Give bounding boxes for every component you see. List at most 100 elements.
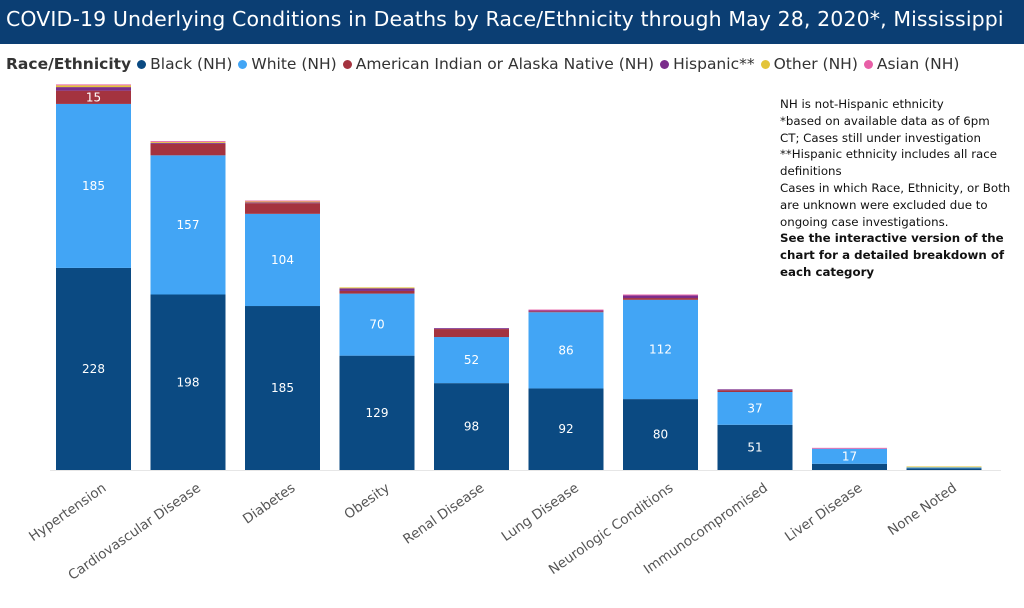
data-label: 98 [464,420,479,434]
legend-marker-other [760,59,770,69]
data-label: 157 [177,218,200,232]
x-tick-label: Liver Disease [782,480,865,545]
bar-segment[interactable] [623,295,698,299]
note-hispanic-definition: **Hispanic ethnicity includes all race d… [780,147,998,179]
data-label: 86 [558,343,573,357]
bar-segment[interactable] [150,155,226,295]
data-label: 17 [842,449,857,463]
legend: Race/Ethnicity Black (NH) White (NH) Ame… [6,53,965,75]
bar-segment[interactable] [245,213,320,307]
x-tick-label: None Noted [885,480,960,539]
legend-item-white[interactable]: White (NH) [238,55,337,73]
x-tick-label: Obesity [341,480,392,523]
data-label: 198 [177,375,200,389]
bar-segment[interactable] [717,390,793,392]
bar-segment[interactable] [339,293,415,356]
bar-segment[interactable] [623,399,698,470]
bar-segment[interactable] [623,298,698,300]
legend-item-other[interactable]: Other (NH) [760,55,858,73]
bar-segment[interactable] [434,337,509,384]
bar-segment[interactable] [339,290,415,294]
bar-segment[interactable] [245,203,320,214]
legend-label-hispanic: Hispanic** [673,55,755,73]
bar-segment[interactable] [434,329,509,338]
legend-item-hispanic[interactable]: Hispanic** [660,55,755,73]
note-exclusions: Cases in which Race, Ethnicity, or Both … [780,180,1011,229]
bar-segment[interactable] [812,447,887,449]
title-bar: COVID-19 Underlying Conditions in Deaths… [0,0,1024,44]
bar-segment[interactable] [906,467,982,469]
bar-segment[interactable] [528,388,604,470]
bar-segment[interactable] [528,309,604,311]
legend-label-black: Black (NH) [150,55,233,73]
data-label: 185 [82,179,105,193]
bar-segment[interactable] [434,328,509,330]
bar-segment[interactable] [812,448,887,464]
bar-segment[interactable] [434,383,509,470]
bar-segment[interactable] [150,142,226,144]
bar-segment[interactable] [906,468,982,470]
bar-segment[interactable] [339,287,415,289]
bar-segment[interactable] [150,141,226,143]
bar-segment[interactable] [717,392,793,425]
note-nh-definition: NH is not-Hispanic ethnicity [780,97,944,111]
data-label: 52 [464,353,479,367]
x-tick-label: Lung Disease [499,480,582,545]
data-label: 112 [649,342,672,356]
x-tick-label: Renal Disease [400,480,487,548]
bar-segment[interactable] [245,200,320,202]
bar-segment[interactable] [528,311,604,313]
legend-label-asian: Asian (NH) [876,55,960,73]
bar-segment[interactable] [56,84,131,86]
bar-segment[interactable] [150,143,226,156]
bar-segment[interactable] [56,103,131,268]
data-label: 51 [747,440,762,454]
x-tick-label: Hypertension [26,480,109,545]
bar-segment[interactable] [245,202,320,204]
bar-segment[interactable] [245,306,320,470]
legend-item-american-indian[interactable]: American Indian or Alaska Native (NH) [342,55,655,73]
bar-segment[interactable] [717,389,793,391]
chart-title: COVID-19 Underlying Conditions in Deaths… [6,7,1004,31]
bar-segment[interactable] [56,267,131,470]
data-label: 185 [271,381,294,395]
bar-segment[interactable] [339,288,415,291]
data-label: 80 [653,428,668,442]
legend-title: Race/Ethnicity [6,55,132,73]
bar-segment[interactable] [528,310,604,312]
bar-segment[interactable] [623,294,698,296]
note-data-timing: *based on available data as of 6pm CT; C… [780,113,990,145]
legend-label-white: White (NH) [251,55,337,73]
bar-segment[interactable] [812,463,887,470]
bar-segment[interactable] [717,424,793,470]
data-label: 15 [86,90,101,104]
bar-segment[interactable] [528,312,604,389]
data-label: 129 [366,406,389,420]
data-label: 70 [369,318,384,332]
x-tick-label: Diabetes [240,480,298,527]
legend-marker-white [238,59,248,69]
bar-segment[interactable] [56,87,131,91]
legend-label-other: Other (NH) [773,55,858,73]
note-interactive-link[interactable]: See the interactive version of the chart… [780,231,1005,279]
bar-segment[interactable] [150,142,226,143]
legend-marker-american-indian [342,59,352,69]
bar-segment[interactable] [150,294,226,471]
bar-segment[interactable] [56,85,131,88]
legend-marker-asian [863,59,873,69]
legend-item-black[interactable]: Black (NH) [137,55,232,73]
data-label: 92 [558,422,573,436]
data-label: 228 [82,362,105,376]
legend-item-asian[interactable]: Asian (NH) [863,55,960,73]
bar-segment[interactable] [906,466,982,468]
bar-segment[interactable] [623,299,698,400]
legend-label-american-indian: American Indian or Alaska Native (NH) [355,55,655,73]
bar-segment[interactable] [339,355,415,470]
bar-segment[interactable] [245,201,320,203]
data-label: 37 [747,401,762,415]
bar-segment[interactable] [56,90,131,104]
legend-marker-hispanic [660,59,670,69]
legend-marker-black [137,59,147,69]
chart-notes: NH is not-Hispanic ethnicity *based on a… [780,96,1012,281]
